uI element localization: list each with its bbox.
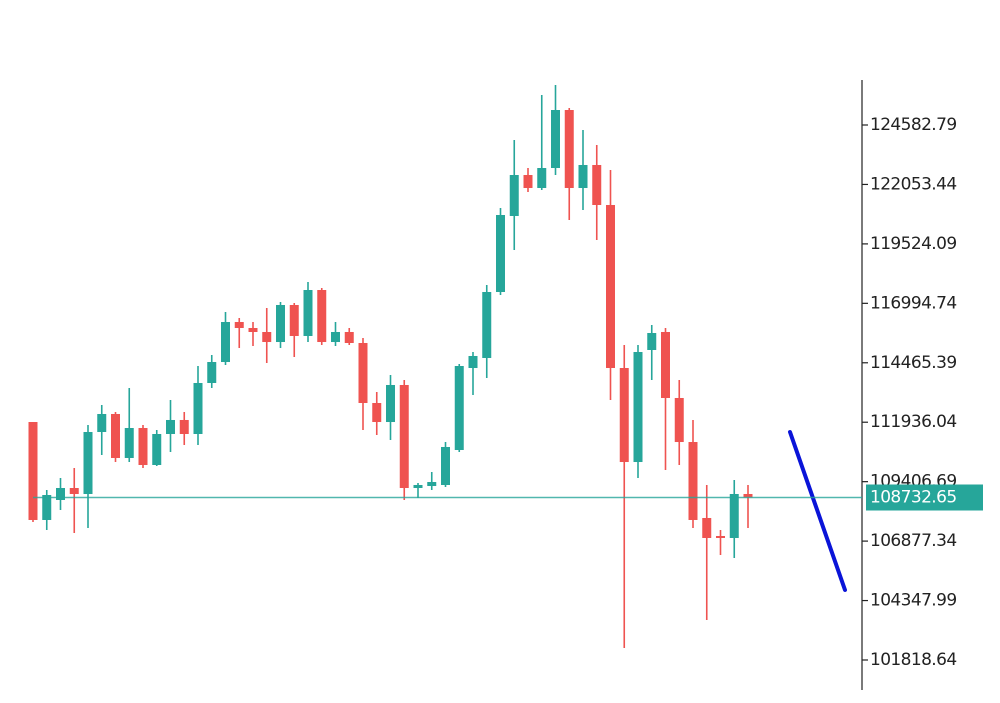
candle-body	[386, 384, 395, 423]
candle-body	[193, 382, 203, 434]
y-tick-label: 111936.04	[870, 412, 957, 432]
candle-body	[111, 413, 120, 458]
y-tick-label: 119524.09	[870, 234, 957, 254]
candle-body	[221, 322, 230, 363]
last-price-label: 108732.65	[870, 488, 957, 508]
y-tick-label: 124582.79	[870, 115, 957, 135]
candle-body	[166, 419, 175, 434]
candle-body	[441, 446, 450, 485]
y-tick-label: 104347.99	[870, 591, 957, 611]
candle-body	[97, 413, 107, 432]
candle-body	[496, 215, 505, 292]
candle-body	[124, 428, 134, 458]
candle-body	[262, 331, 272, 343]
candle-body	[523, 175, 533, 189]
candle-body	[468, 355, 478, 369]
candle-body	[69, 488, 79, 494]
candle-body	[619, 368, 629, 463]
candle-body	[331, 331, 340, 343]
candle-body	[606, 204, 615, 369]
candle-body	[248, 328, 258, 332]
candle-body	[399, 384, 409, 489]
candle-body	[28, 422, 38, 520]
trend-line-drawing[interactable]	[788, 430, 847, 592]
candle-body	[633, 351, 643, 463]
candle-body	[372, 402, 382, 423]
candle-body	[303, 290, 313, 336]
candle-body	[152, 433, 162, 465]
candle-body	[509, 175, 519, 216]
y-tick-label: 122053.44	[870, 174, 957, 194]
candle-body	[661, 331, 670, 398]
candle-body	[358, 342, 368, 403]
candle-body	[716, 535, 725, 538]
candle-body	[743, 493, 753, 498]
y-tick-label: 106877.34	[870, 531, 957, 551]
candle-body	[427, 482, 437, 487]
candle-body	[289, 304, 299, 336]
candle-body	[551, 110, 560, 169]
candle-body	[592, 164, 602, 205]
candle-body	[482, 291, 492, 358]
candle-body	[138, 428, 148, 465]
candle-body	[234, 322, 244, 329]
candle-body	[207, 362, 217, 383]
candle-body	[317, 290, 327, 343]
last-price-box	[866, 484, 983, 511]
candle-body	[647, 333, 657, 350]
candle-body	[674, 397, 684, 443]
candle-body	[276, 304, 285, 343]
candle-body	[578, 164, 588, 189]
y-tick-label: 116994.74	[870, 293, 957, 313]
candle-body	[702, 517, 712, 538]
candle-body	[564, 110, 574, 189]
candle-body	[42, 495, 52, 520]
candle-body	[688, 442, 698, 520]
candle-body	[83, 431, 93, 494]
candle-body	[537, 168, 547, 189]
candle-body	[179, 419, 189, 434]
y-tick-label: 101818.64	[870, 650, 957, 670]
candle-body	[729, 493, 739, 538]
candle-body	[344, 331, 354, 343]
candle-body	[454, 366, 464, 450]
candle-body	[56, 488, 65, 500]
y-tick-label: 114465.39	[870, 353, 957, 373]
candle-body	[413, 484, 423, 489]
